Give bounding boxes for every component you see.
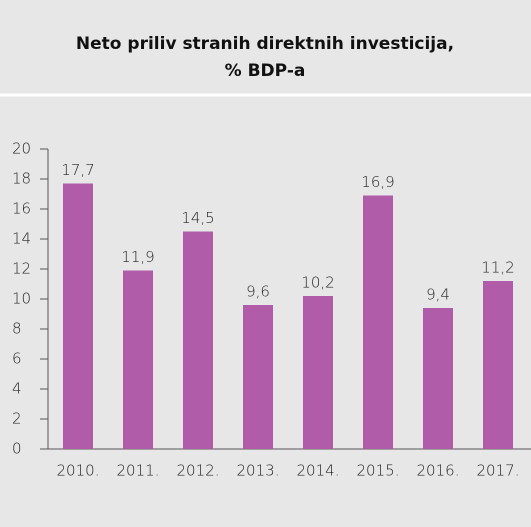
y-tick-label: 16 <box>12 200 31 218</box>
value-label: 9,6 <box>246 283 270 301</box>
bar <box>123 270 153 449</box>
x-tick-label: 2014. <box>297 462 340 480</box>
x-tick-label: 2012. <box>177 462 220 480</box>
bar <box>303 296 333 449</box>
bar <box>363 195 393 449</box>
y-tick-label: 14 <box>12 230 31 248</box>
x-tick-label: 2010. <box>57 462 100 480</box>
y-tick-label: 10 <box>12 290 31 308</box>
y-tick-label: 18 <box>12 170 31 188</box>
x-tick-label: 2017. <box>477 462 520 480</box>
x-tick-label: 2011. <box>117 462 160 480</box>
bar <box>243 305 273 449</box>
value-label: 16,9 <box>361 173 394 191</box>
bar <box>63 183 93 449</box>
bar <box>423 308 453 449</box>
chart-title: Neto priliv stranih direktnih investicij… <box>76 34 454 54</box>
value-label: 9,4 <box>426 286 450 304</box>
x-tick-label: 2013. <box>237 462 280 480</box>
bar <box>483 281 513 449</box>
y-tick-label: 4 <box>12 380 22 398</box>
value-label: 14,5 <box>181 209 214 227</box>
y-tick-label: 12 <box>12 260 31 278</box>
value-label: 10,2 <box>301 274 334 292</box>
x-tick-label: 2015. <box>357 462 400 480</box>
bar <box>183 231 213 449</box>
y-tick-label: 20 <box>12 140 31 158</box>
value-label: 17,7 <box>61 161 94 179</box>
y-tick-label: 2 <box>12 410 22 428</box>
y-tick-label: 8 <box>12 320 22 338</box>
y-tick-label: 0 <box>12 440 22 458</box>
value-label: 11,2 <box>481 259 514 277</box>
value-label: 11,9 <box>121 248 154 266</box>
chart-title: % BDP-a <box>225 61 306 81</box>
x-tick-label: 2016. <box>417 462 460 480</box>
y-tick-label: 6 <box>12 350 22 368</box>
